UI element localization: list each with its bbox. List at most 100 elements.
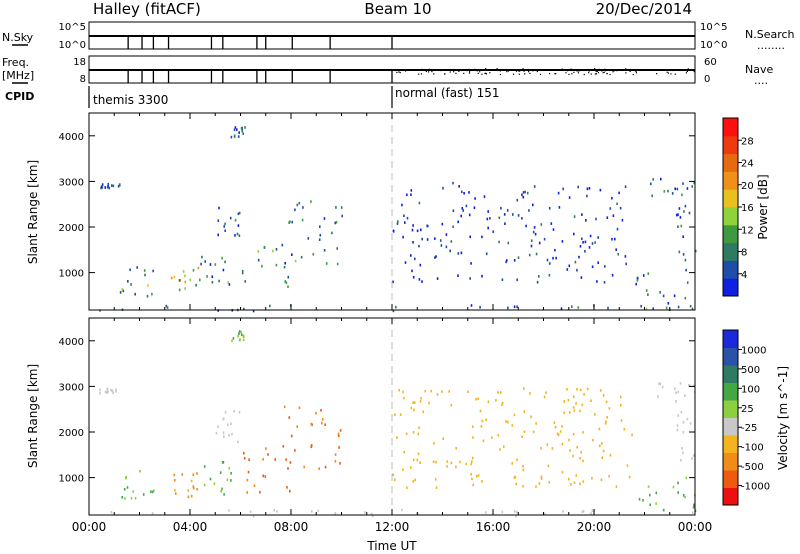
data-pixel bbox=[475, 474, 478, 478]
data-pixel bbox=[686, 417, 689, 421]
nave-point bbox=[598, 68, 600, 70]
data-pixel bbox=[631, 433, 633, 437]
data-pixel bbox=[450, 461, 453, 465]
data-pixel bbox=[117, 184, 120, 188]
data-pixel bbox=[679, 382, 682, 385]
nsearch-tick-top: 10^5 bbox=[700, 22, 727, 33]
data-pixel bbox=[190, 494, 193, 498]
nave-point bbox=[522, 68, 524, 70]
x-tick-label: 08:00 bbox=[274, 520, 309, 534]
data-pixel bbox=[221, 487, 223, 491]
nave-point bbox=[468, 72, 471, 74]
data-pixel bbox=[499, 448, 501, 451]
data-pixel bbox=[281, 243, 284, 247]
data-pixel bbox=[548, 262, 551, 265]
data-pixel bbox=[111, 184, 113, 187]
nsearch-tick-bottom: 10^0 bbox=[700, 40, 727, 51]
data-pixel bbox=[642, 274, 645, 277]
data-pixel bbox=[410, 406, 413, 410]
nave-point bbox=[433, 73, 435, 75]
data-pixel bbox=[552, 256, 554, 260]
data-pixel bbox=[516, 305, 518, 308]
data-pixel bbox=[229, 216, 232, 220]
data-pixel bbox=[695, 249, 697, 253]
data-pixel bbox=[603, 281, 606, 284]
data-pixel bbox=[310, 200, 312, 203]
data-pixel bbox=[582, 480, 585, 483]
data-pixel bbox=[392, 230, 395, 233]
data-pixel bbox=[661, 385, 664, 389]
data-pixel bbox=[418, 244, 420, 248]
data-pixel bbox=[584, 250, 586, 253]
data-pixel bbox=[100, 185, 103, 189]
nave-point bbox=[573, 71, 575, 73]
data-pixel bbox=[237, 224, 240, 227]
data-pixel bbox=[130, 283, 132, 286]
data-pixel bbox=[276, 510, 278, 513]
data-pixel bbox=[434, 478, 437, 481]
data-pixel bbox=[465, 462, 467, 466]
data-pixel bbox=[457, 220, 459, 224]
data-pixel bbox=[173, 473, 176, 477]
data-pixel bbox=[321, 418, 324, 421]
data-pixel bbox=[222, 417, 225, 420]
nave-point bbox=[588, 70, 590, 72]
data-pixel bbox=[470, 462, 472, 466]
data-pixel bbox=[599, 444, 601, 448]
data-pixel bbox=[264, 475, 267, 478]
data-pixel bbox=[682, 182, 684, 185]
data-pixel bbox=[471, 460, 473, 463]
data-pixel bbox=[417, 452, 420, 456]
data-pixel bbox=[470, 304, 473, 307]
data-pixel bbox=[594, 413, 596, 416]
data-pixel bbox=[265, 447, 267, 450]
colorbar-tick-label: 1000 bbox=[741, 345, 766, 356]
data-pixel bbox=[472, 425, 474, 428]
data-pixel bbox=[571, 305, 573, 308]
nave-point bbox=[571, 73, 573, 75]
data-pixel bbox=[614, 237, 616, 241]
data-pixel bbox=[434, 237, 436, 240]
nave-point bbox=[590, 73, 592, 75]
y-tick-label: 3000 bbox=[59, 382, 84, 393]
data-pixel bbox=[481, 235, 483, 239]
data-pixel bbox=[540, 477, 543, 480]
data-pixel bbox=[492, 230, 494, 233]
nave-point bbox=[529, 72, 531, 75]
data-pixel bbox=[513, 413, 516, 417]
data-pixel bbox=[267, 453, 269, 456]
nave-point bbox=[425, 70, 427, 73]
nave-point bbox=[625, 68, 627, 70]
data-pixel bbox=[660, 177, 662, 181]
data-pixel bbox=[395, 305, 397, 309]
data-pixel bbox=[604, 265, 606, 268]
data-pixel bbox=[182, 270, 185, 273]
data-pixel bbox=[665, 306, 668, 310]
y-tick-label: 2000 bbox=[59, 223, 84, 234]
velocity-colorbar-label: Velocity [m s^-1] bbox=[776, 366, 790, 470]
data-pixel bbox=[275, 263, 278, 267]
nave-point bbox=[507, 70, 510, 72]
nave-point bbox=[484, 72, 486, 75]
velocity-panel: 1000 2000 3000 4000 00:00 04:00 08:00 12:00 16:… bbox=[26, 317, 712, 553]
nave-point bbox=[506, 71, 508, 73]
data-pixel bbox=[691, 511, 694, 514]
data-pixel bbox=[680, 459, 682, 462]
colorbar-tick-label: 20 bbox=[741, 181, 754, 192]
data-pixel bbox=[230, 135, 233, 139]
data-pixel bbox=[511, 424, 514, 427]
data-pixel bbox=[624, 185, 627, 188]
data-pixel bbox=[547, 464, 550, 468]
data-pixel bbox=[602, 449, 605, 453]
data-pixel bbox=[223, 493, 225, 496]
data-pixel bbox=[540, 475, 543, 478]
data-pixel bbox=[303, 465, 305, 469]
nave-point bbox=[685, 72, 687, 74]
nave-point bbox=[595, 70, 597, 73]
data-pixel bbox=[249, 510, 252, 513]
data-pixel bbox=[597, 236, 599, 239]
data-pixel bbox=[435, 486, 438, 489]
nave-tick-top: 60 bbox=[704, 57, 717, 68]
data-pixel bbox=[134, 292, 136, 296]
colorbar-tick-label: 8 bbox=[741, 248, 747, 259]
